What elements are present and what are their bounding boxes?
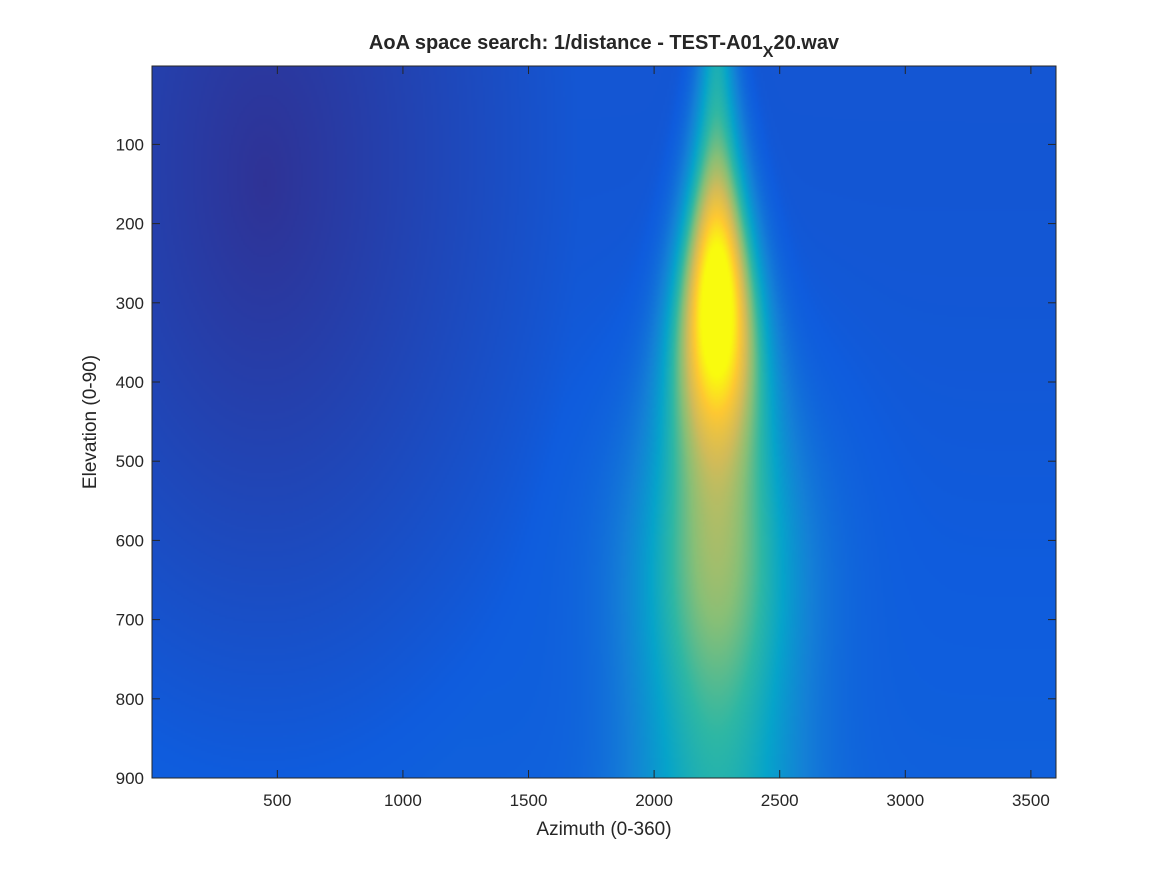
x-tick-label: 3000 xyxy=(886,791,924,810)
y-tick-label: 200 xyxy=(116,215,144,234)
y-tick-label: 500 xyxy=(116,452,144,471)
x-tick-label: 2500 xyxy=(761,791,799,810)
y-axis-label: Elevation (0-90) xyxy=(80,355,101,489)
chart-title: AoA space search: 1/distance - TEST-A01X… xyxy=(369,32,840,61)
x-tick-label: 1500 xyxy=(510,791,548,810)
y-tick-label: 900 xyxy=(116,769,144,788)
heatmap-surface xyxy=(152,66,1056,778)
x-axis: 500 1000 1500 2000 2500 3000 3500 xyxy=(263,66,1050,810)
heatmap-layer xyxy=(152,66,1056,778)
y-tick-label: 400 xyxy=(116,373,144,392)
y-axis: 100 200 300 400 500 600 700 800 900 xyxy=(116,135,1056,788)
y-tick-label: 800 xyxy=(116,690,144,709)
plot-area-frame xyxy=(151,65,1057,779)
x-tick-label: 2000 xyxy=(635,791,673,810)
x-tick-label: 1000 xyxy=(384,791,422,810)
x-axis-label: Azimuth (0-360) xyxy=(536,819,671,840)
y-tick-label: 100 xyxy=(116,135,144,154)
y-tick-label: 700 xyxy=(116,611,144,630)
x-tick-label: 3500 xyxy=(1012,791,1050,810)
x-tick-label: 500 xyxy=(263,791,291,810)
y-tick-label: 600 xyxy=(116,531,144,550)
y-tick-label: 300 xyxy=(116,294,144,313)
